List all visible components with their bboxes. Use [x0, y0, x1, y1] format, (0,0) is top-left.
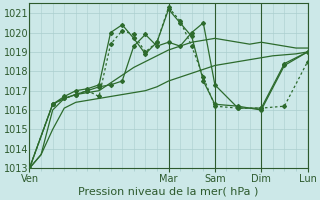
- X-axis label: Pression niveau de la mer( hPa ): Pression niveau de la mer( hPa ): [78, 187, 259, 197]
